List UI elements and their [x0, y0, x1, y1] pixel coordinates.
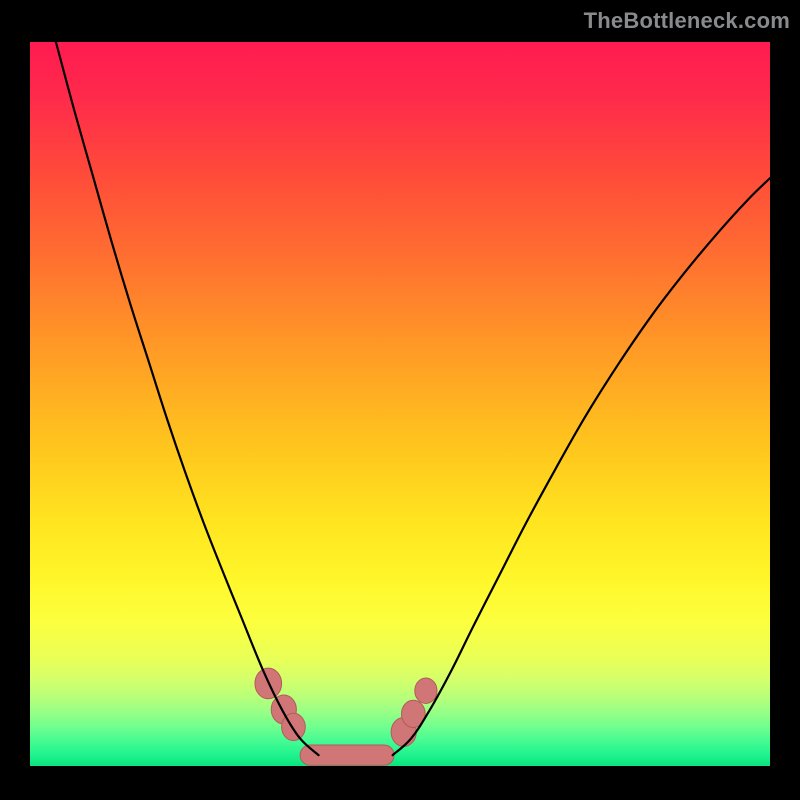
chart-frame: TheBottleneck.com	[0, 0, 800, 800]
watermark-text: TheBottleneck.com	[584, 8, 790, 34]
valley-marker-strip	[300, 745, 394, 765]
plot-area	[30, 42, 770, 766]
gradient-background	[30, 42, 770, 766]
chart-svg	[30, 42, 770, 766]
